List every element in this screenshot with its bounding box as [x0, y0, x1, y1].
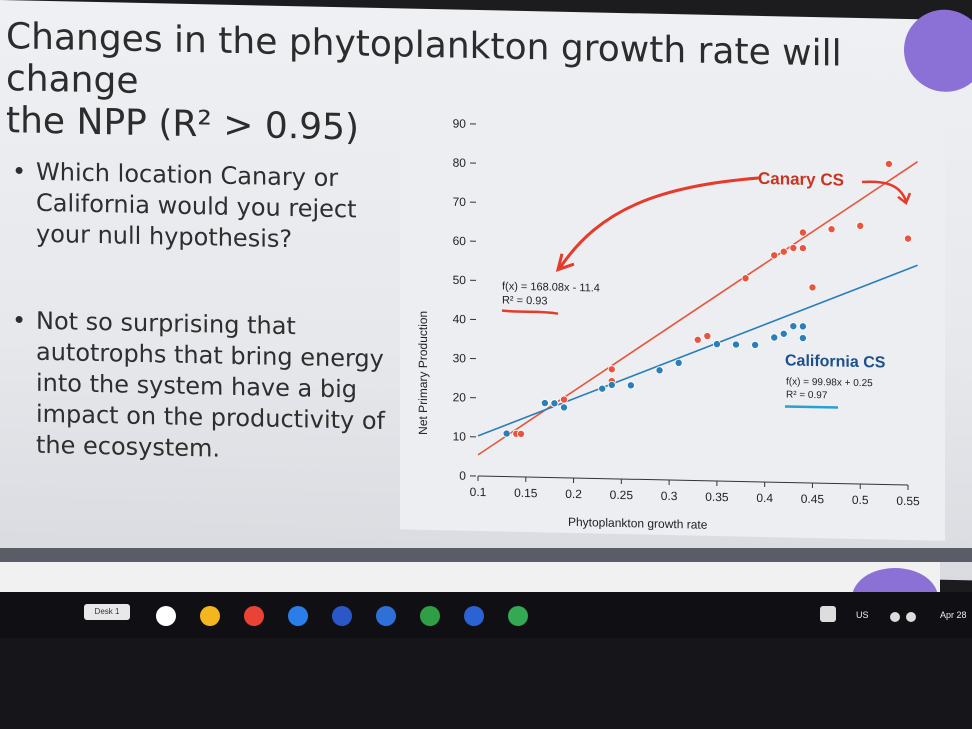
- data-point-california: [598, 384, 607, 393]
- desk-surface: [0, 638, 972, 729]
- x-tick-label: 0.35: [705, 490, 729, 504]
- california-fit-equation: f(x) = 99.98x + 0.25: [786, 376, 873, 389]
- data-point-california: [712, 340, 721, 349]
- data-point-canary: [798, 228, 807, 237]
- bullet-question: Which location Canary or California woul…: [12, 156, 392, 257]
- data-point-california: [798, 334, 807, 343]
- data-point-canary: [779, 247, 788, 256]
- desk-switcher-button[interactable]: Desk 1: [84, 604, 130, 620]
- bullet-list: Which location Canary or California woul…: [12, 156, 392, 468]
- date-display[interactable]: Apr 28: [940, 610, 967, 620]
- canary-fit-equation: f(x) = 168.08x - 11.4: [502, 281, 600, 295]
- canary-r-squared: R² = 0.93: [502, 295, 548, 308]
- x-tick-label: 0.3: [661, 489, 678, 503]
- x-tick-label: 0.5: [852, 493, 869, 507]
- y-axis-label: Net Primary Production: [416, 311, 430, 435]
- y-tick-label: 0: [459, 469, 466, 483]
- data-point-canary: [703, 332, 712, 341]
- drive-icon[interactable]: [508, 606, 528, 626]
- chat-icon[interactable]: [376, 606, 396, 626]
- data-point-canary: [559, 395, 568, 404]
- canary-underline: [501, 309, 559, 315]
- data-point-canary: [903, 234, 912, 243]
- keyboard-locale[interactable]: US: [856, 610, 869, 620]
- trend-line-california: [477, 264, 918, 437]
- data-point-california: [655, 366, 664, 375]
- x-tick-label: 0.1: [470, 485, 487, 499]
- data-point-california: [540, 399, 549, 408]
- wifi-icon[interactable]: [890, 612, 900, 622]
- series-label-canary: Canary CS: [758, 169, 844, 190]
- x-tick-label: 0.15: [514, 486, 538, 500]
- data-point-california: [607, 380, 616, 389]
- calendar-icon[interactable]: [332, 606, 352, 626]
- data-point-canary: [789, 243, 798, 252]
- x-axis-line: [478, 475, 908, 486]
- data-point-canary: [856, 221, 865, 230]
- y-tick-label: 70: [453, 195, 467, 209]
- chart-panel: 0.1 0.15 0.2 0.25 0.3 0.35 0.4 0.45 0.5 0.55 0 10 20…: [400, 104, 945, 541]
- data-point-california: [770, 333, 779, 342]
- launcher-icon[interactable]: [156, 606, 176, 626]
- data-point-california: [731, 340, 740, 349]
- x-axis-label: Phytoplankton growth rate: [568, 515, 708, 532]
- data-point-canary: [741, 274, 750, 283]
- y-tick-label: 10: [453, 429, 467, 443]
- x-tick-label: 0.4: [756, 491, 773, 505]
- trend-lines: [477, 161, 919, 456]
- canary-arrow-head: [897, 192, 912, 205]
- data-point-canary: [693, 335, 702, 344]
- data-point-california: [626, 381, 635, 390]
- x-tick-label: 0.45: [801, 492, 825, 506]
- arrow-annotation-curve: [558, 176, 761, 269]
- data-point-california: [798, 322, 807, 331]
- data-point-canary: [770, 251, 779, 260]
- clipboard-icon[interactable]: [820, 606, 836, 622]
- california-underline: [785, 405, 838, 409]
- gmail-icon[interactable]: [244, 606, 264, 626]
- presentation-screen: Changes in the phytoplankton growth rate…: [0, 0, 972, 580]
- canary-arrow: [861, 180, 908, 202]
- y-tick-label: 80: [453, 156, 467, 170]
- y-tick-label: 90: [453, 116, 467, 130]
- chart-axes: 0.1 0.15 0.2 0.25 0.3 0.35 0.4 0.45 0.5 0.55 0 10 20…: [453, 116, 920, 508]
- classroom-icon[interactable]: [420, 606, 440, 626]
- data-point-canary: [517, 429, 526, 438]
- meet-icon[interactable]: [288, 606, 308, 626]
- data-point-california: [779, 329, 788, 338]
- chrome-icon[interactable]: [200, 606, 220, 626]
- x-tick-label: 0.2: [565, 487, 582, 501]
- y-tick-label: 30: [453, 351, 467, 365]
- trend-line-canary: [477, 161, 919, 456]
- y-tick-label: 50: [453, 273, 467, 287]
- data-point-canary: [607, 365, 616, 374]
- data-point-canary: [884, 159, 893, 168]
- monitor-bezel: [0, 548, 972, 562]
- data-point-california: [559, 403, 568, 412]
- data-point-california: [674, 358, 683, 367]
- data-point-california: [789, 322, 798, 331]
- y-tick-label: 60: [453, 234, 467, 248]
- series-label-california: California CS: [785, 352, 886, 371]
- data-point-canary: [798, 244, 807, 253]
- california-r-squared: R² = 0.97: [786, 389, 828, 401]
- data-point-canary: [827, 225, 836, 234]
- play-icon[interactable]: [464, 606, 484, 626]
- slide: Changes in the phytoplankton growth rate…: [0, 0, 972, 580]
- x-tick-label: 0.25: [610, 488, 634, 502]
- arrow-annotation-head: [555, 253, 575, 273]
- title-line-1: Changes in the phytoplankton growth rate…: [6, 16, 842, 102]
- data-points: [502, 159, 912, 438]
- y-tick-label: 20: [453, 390, 467, 404]
- data-point-california: [502, 429, 511, 438]
- scatter-chart: 0.1 0.15 0.2 0.25 0.3 0.35 0.4 0.45 0.5 0.55 0 10 20…: [416, 116, 920, 532]
- y-tick-label: 40: [453, 312, 467, 326]
- data-point-canary: [808, 283, 817, 292]
- data-point-california: [550, 399, 559, 408]
- data-point-california: [751, 340, 760, 349]
- bullet-autotrophs: Not so surprising that autotrophs that b…: [12, 305, 392, 468]
- battery-icon[interactable]: [906, 612, 916, 622]
- x-tick-label: 0.55: [896, 494, 920, 508]
- screen-bottom-strip: [0, 562, 940, 592]
